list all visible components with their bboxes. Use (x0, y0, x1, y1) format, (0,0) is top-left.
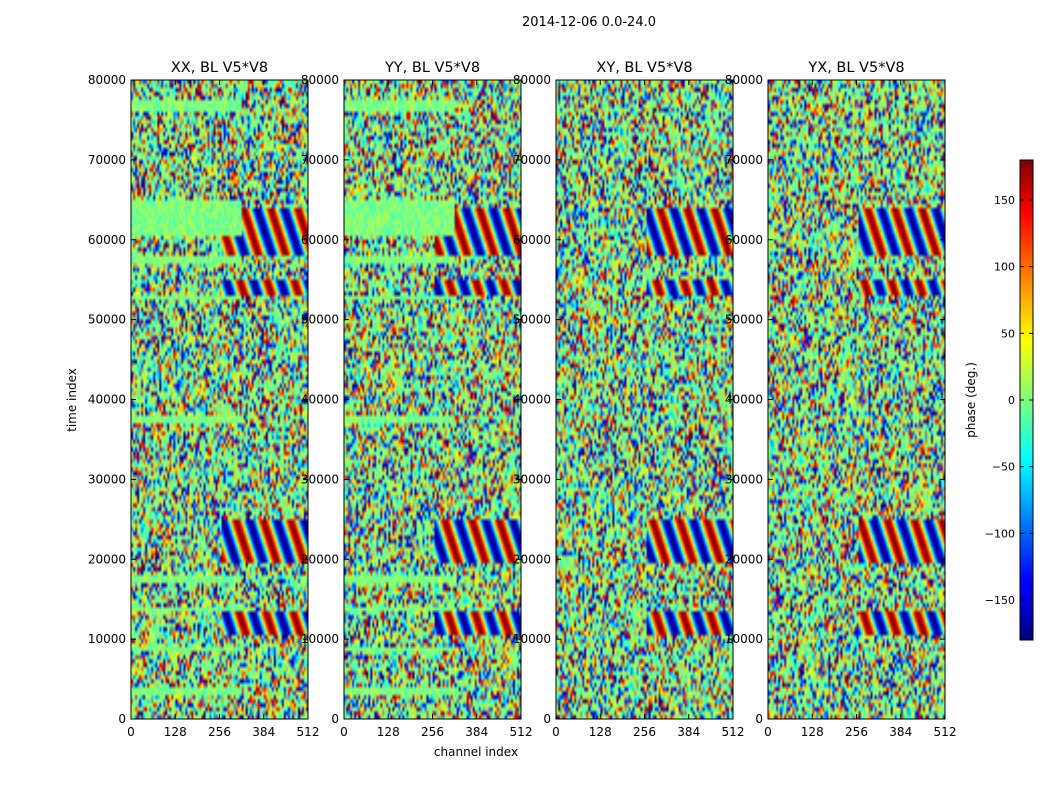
y-tick-label: 30000 (301, 472, 339, 486)
y-tick-label: 40000 (725, 393, 763, 407)
x-tick-label: 256 (421, 725, 444, 739)
y-tick-label: 60000 (513, 233, 551, 247)
x-tick-label: 512 (722, 725, 745, 739)
panel-xx: XX, BL V5*V8 0 128 256 384 512 0 10000 20000 3000… (88, 60, 320, 739)
y-tick-label: 20000 (725, 552, 763, 566)
panel-title: XY, BL V5*V8 (596, 60, 692, 76)
y-tick-label: 0 (755, 712, 763, 726)
colorbar-tick-label: 150 (994, 194, 1015, 207)
colorbar-tick-label: 100 (994, 261, 1015, 274)
panels: XX, BL V5*V8 0 128 256 384 512 0 10000 20000 3000… (88, 60, 957, 739)
x-tick-label: 256 (208, 725, 231, 739)
panel-title: YX, BL V5*V8 (807, 60, 904, 76)
heatmap-yy (344, 80, 521, 719)
y-tick-label: 20000 (88, 552, 126, 566)
colorbar: −150 −100 −50 0 50 100 150 phase (deg.) (964, 159, 1034, 641)
x-tick-label: 512 (297, 725, 320, 739)
panel-yy: YY, BL V5*V8 0 128 256 384 512 0 10000 20000 3000… (301, 60, 533, 739)
y-tick-label: 30000 (513, 472, 551, 486)
x-tick-label: 384 (252, 725, 275, 739)
x-tick-label: 384 (465, 725, 488, 739)
colorbar-label: phase (deg.) (964, 362, 978, 438)
y-tick-label: 70000 (725, 153, 763, 167)
y-tick-label: 10000 (301, 632, 339, 646)
heatmap-xx (131, 80, 308, 719)
y-tick-label: 20000 (301, 552, 339, 566)
x-tick-label: 128 (801, 725, 824, 739)
y-tick-label: 70000 (513, 153, 551, 167)
x-tick-label: 128 (377, 725, 400, 739)
panel-xy: XY, BL V5*V8 0 128 256 384 512 0 10000 20000 3000… (513, 60, 745, 739)
x-tick-label: 0 (764, 725, 772, 739)
x-tick-label: 256 (845, 725, 868, 739)
x-tick-label: 128 (164, 725, 187, 739)
y-tick-label: 60000 (725, 233, 763, 247)
x-axis-label: channel index (434, 745, 518, 759)
y-tick-label: 10000 (513, 632, 551, 646)
y-tick-label: 70000 (88, 153, 126, 167)
y-tick-label: 50000 (725, 313, 763, 327)
heatmap-xy (556, 80, 733, 719)
x-tick-label: 128 (589, 725, 612, 739)
figure-title: 2014-12-06 0.0-24.0 (522, 15, 656, 30)
colorbar-tick-label: −50 (992, 461, 1015, 474)
x-tick-label: 384 (889, 725, 912, 739)
y-tick-label: 80000 (513, 73, 551, 87)
colorbar-tick-label: −150 (985, 594, 1015, 607)
x-tick-label: 0 (552, 725, 560, 739)
x-tick-label: 384 (677, 725, 700, 739)
colorbar-tick-label: 50 (1001, 327, 1015, 340)
y-tick-label: 20000 (513, 552, 551, 566)
y-tick-label: 10000 (88, 632, 126, 646)
y-tick-label: 10000 (725, 632, 763, 646)
y-tick-label: 40000 (301, 393, 339, 407)
y-tick-label: 60000 (301, 233, 339, 247)
y-tick-label: 80000 (301, 73, 339, 87)
y-tick-label: 40000 (513, 393, 551, 407)
y-tick-label: 40000 (88, 393, 126, 407)
x-tick-label: 512 (510, 725, 533, 739)
y-tick-label: 50000 (88, 313, 126, 327)
panel-title: XX, BL V5*V8 (171, 60, 268, 76)
y-axis-label: time index (65, 368, 79, 432)
y-tick-label: 30000 (88, 472, 126, 486)
y-tick-label: 60000 (88, 233, 126, 247)
colorbar-tick-label: 0 (1008, 394, 1015, 407)
y-tick-label: 50000 (301, 313, 339, 327)
x-tick-label: 256 (633, 725, 656, 739)
y-tick-label: 30000 (725, 472, 763, 486)
colorbar-tick-label: −100 (985, 527, 1015, 540)
y-tick-label: 0 (331, 712, 339, 726)
panel-yx: YX, BL V5*V8 0 128 256 384 512 0 10000 20000 3000… (725, 60, 957, 739)
x-tick-label: 0 (127, 725, 135, 739)
y-tick-label: 80000 (725, 73, 763, 87)
y-tick-label: 0 (543, 712, 551, 726)
heatmap-yx (768, 80, 945, 719)
y-tick-label: 50000 (513, 313, 551, 327)
y-tick-label: 80000 (88, 73, 126, 87)
x-tick-label: 0 (340, 725, 348, 739)
panel-title: YY, BL V5*V8 (384, 60, 480, 76)
y-tick-label: 70000 (301, 153, 339, 167)
y-tick-label: 0 (118, 712, 126, 726)
x-tick-label: 512 (934, 725, 957, 739)
y-axis-label-group: time index (65, 368, 79, 432)
